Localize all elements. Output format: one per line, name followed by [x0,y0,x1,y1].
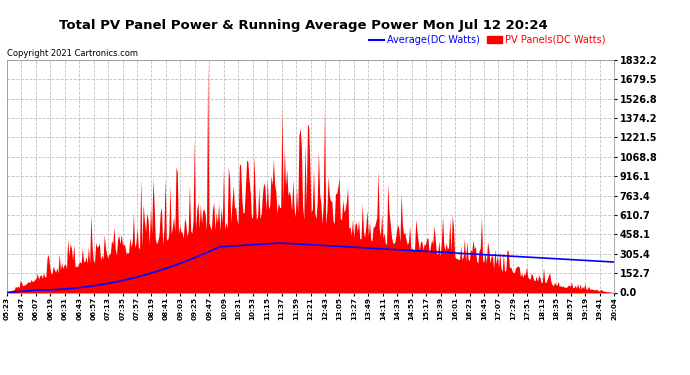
Text: Total PV Panel Power & Running Average Power Mon Jul 12 20:24: Total PV Panel Power & Running Average P… [59,19,548,32]
Text: Copyright 2021 Cartronics.com: Copyright 2021 Cartronics.com [7,49,138,58]
Legend: Average(DC Watts), PV Panels(DC Watts): Average(DC Watts), PV Panels(DC Watts) [365,31,609,49]
